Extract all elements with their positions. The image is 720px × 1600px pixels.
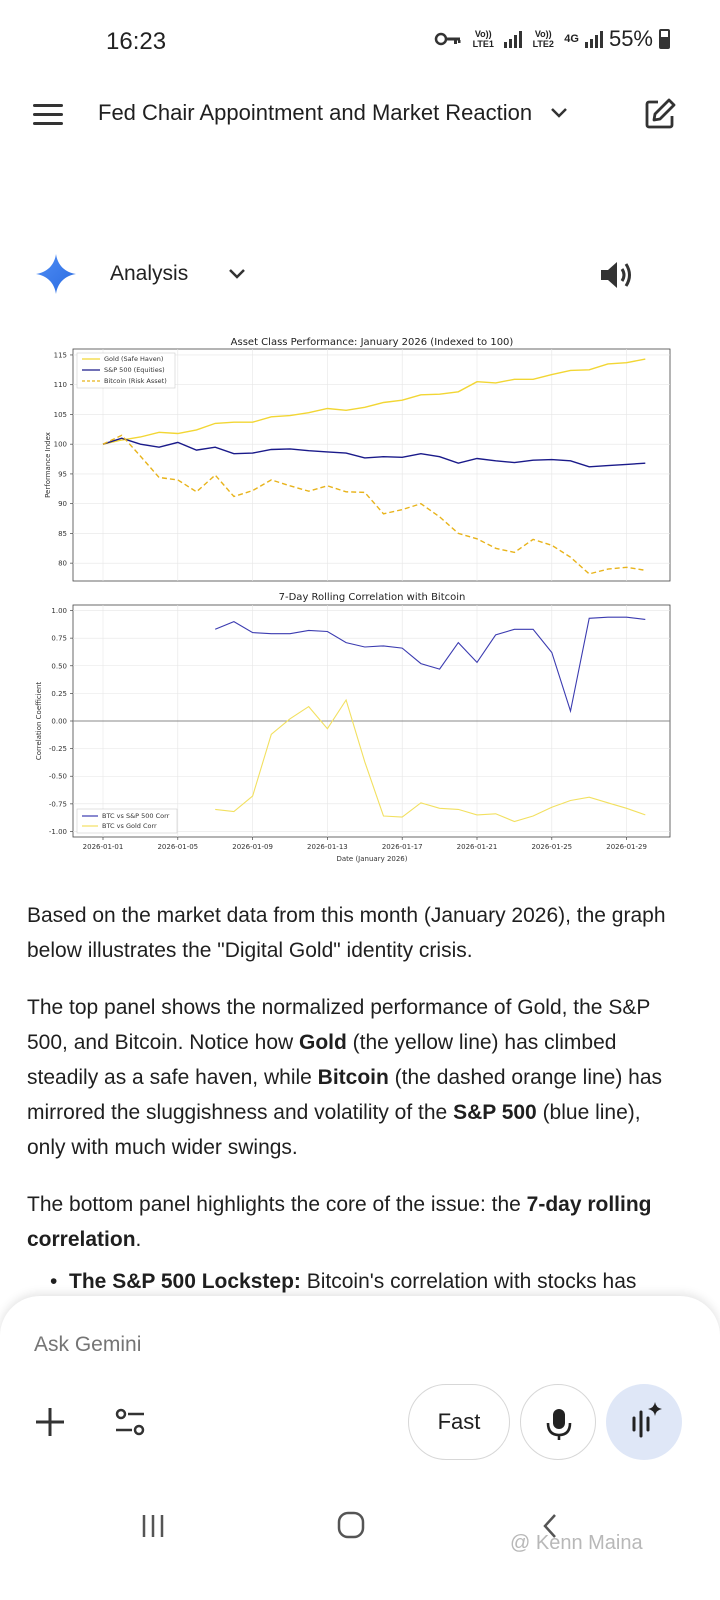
y-tick-label: 0.00 bbox=[51, 718, 67, 726]
analysis-mode-dropdown[interactable]: Analysis bbox=[110, 262, 246, 286]
bottom-ylabel: Correlation Coefficient bbox=[35, 682, 43, 761]
x-tick-label: 2026-01-29 bbox=[606, 843, 647, 851]
chart-title-bottom: 7-Day Rolling Correlation with Bitcoin bbox=[279, 592, 466, 603]
btc-gold-corr-line bbox=[215, 698, 646, 823]
sp500-line bbox=[102, 437, 646, 468]
ask-gemini-input[interactable] bbox=[32, 1332, 636, 1358]
fast-mode-button[interactable]: Fast bbox=[408, 1384, 510, 1460]
list-item: • The S&P 500 Lockstep: Bitcoin's correl… bbox=[50, 1270, 637, 1293]
y-tick-label: 90 bbox=[58, 500, 67, 508]
x-tick-label: 2026-01-01 bbox=[83, 843, 124, 851]
x-tick-label: 2026-01-09 bbox=[232, 843, 273, 851]
mic-button[interactable] bbox=[520, 1384, 596, 1460]
bitcoin-line bbox=[102, 434, 646, 575]
y-tick-label: -0.75 bbox=[49, 800, 67, 808]
top-ylabel: Performance Index bbox=[44, 432, 52, 498]
nav-home-icon[interactable] bbox=[336, 1510, 366, 1540]
mic-icon bbox=[546, 1409, 572, 1440]
live-icon bbox=[632, 1402, 662, 1438]
battery-percent: 55% bbox=[608, 26, 653, 51]
x-tick-label: 2026-01-13 bbox=[307, 843, 348, 851]
chat-title: Fed Chair Appointment and Market Reactio… bbox=[98, 100, 533, 125]
top-panel-lines bbox=[102, 358, 646, 575]
nav-recents-icon[interactable] bbox=[140, 1512, 166, 1540]
bottom-xlabel: Date (January 2026) bbox=[337, 855, 408, 863]
y-tick-label: 0.50 bbox=[51, 662, 67, 670]
bottom-legend: BTC vs S&P 500 Corr BTC vs Gold Corr bbox=[76, 808, 178, 834]
y-tick-label: 85 bbox=[58, 530, 67, 538]
y-tick-label: 110 bbox=[54, 381, 67, 389]
bold-bitcoin: Bitcoin bbox=[317, 1066, 389, 1089]
chart-title-top: Asset Class Performance: January 2026 (I… bbox=[231, 337, 514, 348]
y-tick-label: 115 bbox=[54, 351, 67, 359]
signal-icon bbox=[504, 30, 523, 48]
sim2-label: Vo)) LTE2 bbox=[532, 29, 554, 49]
analysis-label: Analysis bbox=[110, 262, 189, 285]
y-tick-label: 0.75 bbox=[51, 635, 67, 643]
x-tick-label: 2026-01-17 bbox=[382, 843, 423, 851]
y-tick-label: 1.00 bbox=[51, 607, 67, 615]
legend-btc-gold: BTC vs Gold Corr bbox=[102, 822, 157, 830]
plus-icon[interactable] bbox=[32, 1404, 68, 1440]
bold-correlation: 7-day rolling correlation bbox=[27, 1193, 652, 1251]
network-type: 4G bbox=[564, 33, 579, 45]
bottom-panel-xticks: 2026-01-01 2026-01-05 2026-01-09 2026-01-13… bbox=[83, 837, 647, 851]
x-tick-label: 2026-01-25 bbox=[531, 843, 572, 851]
battery-icon bbox=[659, 29, 670, 49]
y-tick-label: 0.25 bbox=[51, 690, 67, 698]
bottom-panel-grid bbox=[73, 605, 670, 837]
y-tick-label: 100 bbox=[54, 441, 67, 449]
vpn-key-icon bbox=[435, 32, 461, 46]
watermark: @ Kenn Maina bbox=[510, 1532, 643, 1554]
y-tick-label: 105 bbox=[54, 411, 67, 419]
legend-sp500: S&P 500 (Equities) bbox=[104, 366, 165, 374]
chevron-down-icon bbox=[551, 108, 568, 118]
top-panel-yticks: 115 110 105 100 95 90 85 80 bbox=[54, 351, 73, 568]
live-button[interactable] bbox=[606, 1384, 682, 1460]
y-tick-label: 95 bbox=[58, 470, 67, 478]
bottom-panel-yticks: 1.00 0.75 0.50 0.25 0.00 -0.25 -0.50 -0.75 -1.00 bbox=[49, 607, 73, 836]
nav-back-icon[interactable] bbox=[540, 1512, 560, 1540]
legend-btc-sp500: BTC vs S&P 500 Corr bbox=[102, 812, 170, 820]
signal-icon bbox=[584, 30, 603, 48]
status-time: 16:23 bbox=[106, 28, 167, 55]
gemini-star-icon bbox=[36, 254, 76, 294]
chevron-down-icon bbox=[229, 269, 246, 279]
bold-sp500: S&P 500 bbox=[453, 1101, 537, 1124]
y-tick-label: -1.00 bbox=[49, 828, 67, 836]
paragraph: Based on the market data from this month… bbox=[27, 904, 666, 962]
chart-figure: Asset Class Performance: January 2026 (I… bbox=[35, 337, 671, 863]
y-tick-label: -0.50 bbox=[49, 773, 67, 781]
btc-sp500-corr-line bbox=[214, 616, 646, 714]
response-text: Based on the market data from this month… bbox=[27, 898, 667, 1279]
gold-line bbox=[102, 358, 646, 445]
y-tick-label: 80 bbox=[58, 560, 67, 568]
sim1-label: Vo)) LTE1 bbox=[472, 29, 494, 49]
edit-icon[interactable] bbox=[642, 96, 678, 132]
paragraph: The top panel shows the normalized perfo… bbox=[27, 996, 663, 1159]
x-tick-label: 2026-01-05 bbox=[157, 843, 198, 851]
chat-title-dropdown[interactable]: Fed Chair Appointment and Market Reactio… bbox=[98, 100, 568, 126]
paragraph: The bottom panel highlights the core of … bbox=[27, 1193, 652, 1251]
bold-gold: Gold bbox=[299, 1031, 347, 1054]
status-icons: Vo)) LTE1 Vo)) LTE2 4G 55% bbox=[434, 26, 670, 52]
legend-bitcoin: Bitcoin (Risk Asset) bbox=[104, 377, 167, 385]
bottom-panel-lines bbox=[214, 616, 646, 823]
speaker-icon[interactable] bbox=[598, 258, 636, 292]
x-tick-label: 2026-01-21 bbox=[457, 843, 498, 851]
tools-icon[interactable] bbox=[112, 1404, 148, 1440]
top-legend: Gold (Safe Haven) S&P 500 (Equities) Bit… bbox=[76, 352, 176, 389]
menu-icon[interactable] bbox=[30, 100, 66, 130]
y-tick-label: -0.25 bbox=[49, 745, 67, 753]
legend-gold: Gold (Safe Haven) bbox=[104, 355, 163, 363]
